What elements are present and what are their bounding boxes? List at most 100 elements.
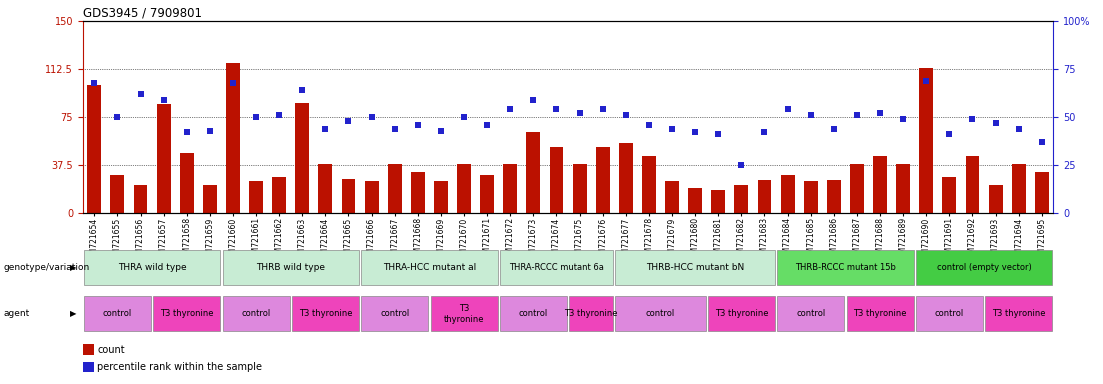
Point bbox=[224, 79, 242, 86]
Point bbox=[987, 120, 1005, 126]
Text: THRB-HCC mutant bN: THRB-HCC mutant bN bbox=[646, 263, 745, 272]
Bar bbox=[296, 103, 309, 213]
Point bbox=[317, 126, 334, 132]
Bar bbox=[778, 296, 844, 331]
Point bbox=[756, 129, 773, 136]
Bar bbox=[915, 250, 1052, 285]
Point bbox=[178, 129, 195, 136]
Bar bbox=[433, 181, 448, 213]
Bar bbox=[711, 190, 725, 213]
Bar bbox=[87, 85, 101, 213]
Bar bbox=[500, 296, 567, 331]
Bar bbox=[84, 250, 221, 285]
Text: T3
thyronine: T3 thyronine bbox=[443, 304, 484, 324]
Bar bbox=[430, 296, 497, 331]
Text: T3 thyronine: T3 thyronine bbox=[299, 310, 352, 318]
Point bbox=[1034, 139, 1051, 145]
Point bbox=[548, 106, 566, 113]
Bar bbox=[457, 164, 471, 213]
Bar bbox=[665, 181, 679, 213]
Point bbox=[709, 131, 727, 137]
Bar bbox=[272, 177, 286, 213]
Bar bbox=[850, 164, 864, 213]
Bar bbox=[249, 181, 263, 213]
Bar bbox=[133, 185, 148, 213]
Point bbox=[154, 97, 172, 103]
Bar bbox=[615, 250, 775, 285]
Text: percentile rank within the sample: percentile rank within the sample bbox=[97, 362, 263, 372]
Bar bbox=[411, 172, 425, 213]
Bar bbox=[942, 177, 956, 213]
Bar bbox=[804, 181, 817, 213]
Point bbox=[293, 87, 311, 93]
Text: THRB-RCCC mutant 15b: THRB-RCCC mutant 15b bbox=[795, 263, 896, 272]
Point bbox=[918, 78, 935, 84]
Bar bbox=[965, 156, 979, 213]
Bar bbox=[778, 250, 913, 285]
Point bbox=[456, 114, 473, 120]
Bar bbox=[388, 164, 401, 213]
Bar bbox=[223, 250, 358, 285]
Bar bbox=[226, 63, 239, 213]
Text: genotype/variation: genotype/variation bbox=[3, 263, 89, 272]
Text: T3 thyronine: T3 thyronine bbox=[160, 310, 214, 318]
Bar bbox=[642, 156, 656, 213]
Point bbox=[779, 106, 796, 113]
Text: control: control bbox=[242, 310, 270, 318]
Point bbox=[663, 126, 681, 132]
Text: control: control bbox=[103, 310, 132, 318]
Bar bbox=[1035, 172, 1049, 213]
Text: control: control bbox=[518, 310, 548, 318]
Text: control: control bbox=[796, 310, 825, 318]
Point bbox=[593, 106, 611, 113]
Point bbox=[964, 116, 982, 122]
Point bbox=[201, 127, 218, 134]
Bar bbox=[708, 296, 775, 331]
Text: agent: agent bbox=[3, 310, 30, 318]
Bar bbox=[361, 296, 428, 331]
Text: T3 thyronine: T3 thyronine bbox=[565, 310, 618, 318]
Point bbox=[871, 110, 889, 116]
Bar bbox=[319, 164, 332, 213]
Text: control: control bbox=[381, 310, 409, 318]
Point bbox=[85, 79, 103, 86]
Bar bbox=[365, 181, 378, 213]
Bar bbox=[110, 175, 125, 213]
Bar bbox=[919, 68, 933, 213]
Point bbox=[640, 122, 657, 128]
Bar bbox=[985, 296, 1052, 331]
Bar bbox=[361, 250, 497, 285]
Text: GDS3945 / 7909801: GDS3945 / 7909801 bbox=[83, 7, 202, 20]
Bar bbox=[897, 164, 910, 213]
Bar bbox=[596, 147, 610, 213]
Point bbox=[825, 126, 843, 132]
Point bbox=[409, 122, 427, 128]
Point bbox=[340, 118, 357, 124]
Text: control (empty vector): control (empty vector) bbox=[936, 263, 1031, 272]
Point bbox=[131, 91, 149, 97]
Bar bbox=[615, 296, 706, 331]
Text: control: control bbox=[646, 310, 675, 318]
Bar bbox=[874, 156, 887, 213]
Point bbox=[386, 126, 404, 132]
Bar bbox=[1011, 164, 1026, 213]
Text: control: control bbox=[934, 310, 964, 318]
Bar bbox=[480, 175, 494, 213]
Bar bbox=[569, 296, 613, 331]
Bar bbox=[549, 147, 564, 213]
Bar bbox=[781, 175, 794, 213]
Point bbox=[363, 114, 381, 120]
Point bbox=[848, 112, 866, 118]
Bar bbox=[526, 132, 540, 213]
Bar bbox=[758, 180, 771, 213]
Bar bbox=[988, 185, 1003, 213]
Point bbox=[617, 112, 634, 118]
Bar bbox=[827, 180, 840, 213]
Point bbox=[1010, 126, 1028, 132]
Bar bbox=[500, 250, 613, 285]
Point bbox=[502, 106, 520, 113]
Bar bbox=[223, 296, 290, 331]
Point bbox=[686, 129, 704, 136]
Text: ▶: ▶ bbox=[69, 263, 76, 272]
Point bbox=[895, 116, 912, 122]
